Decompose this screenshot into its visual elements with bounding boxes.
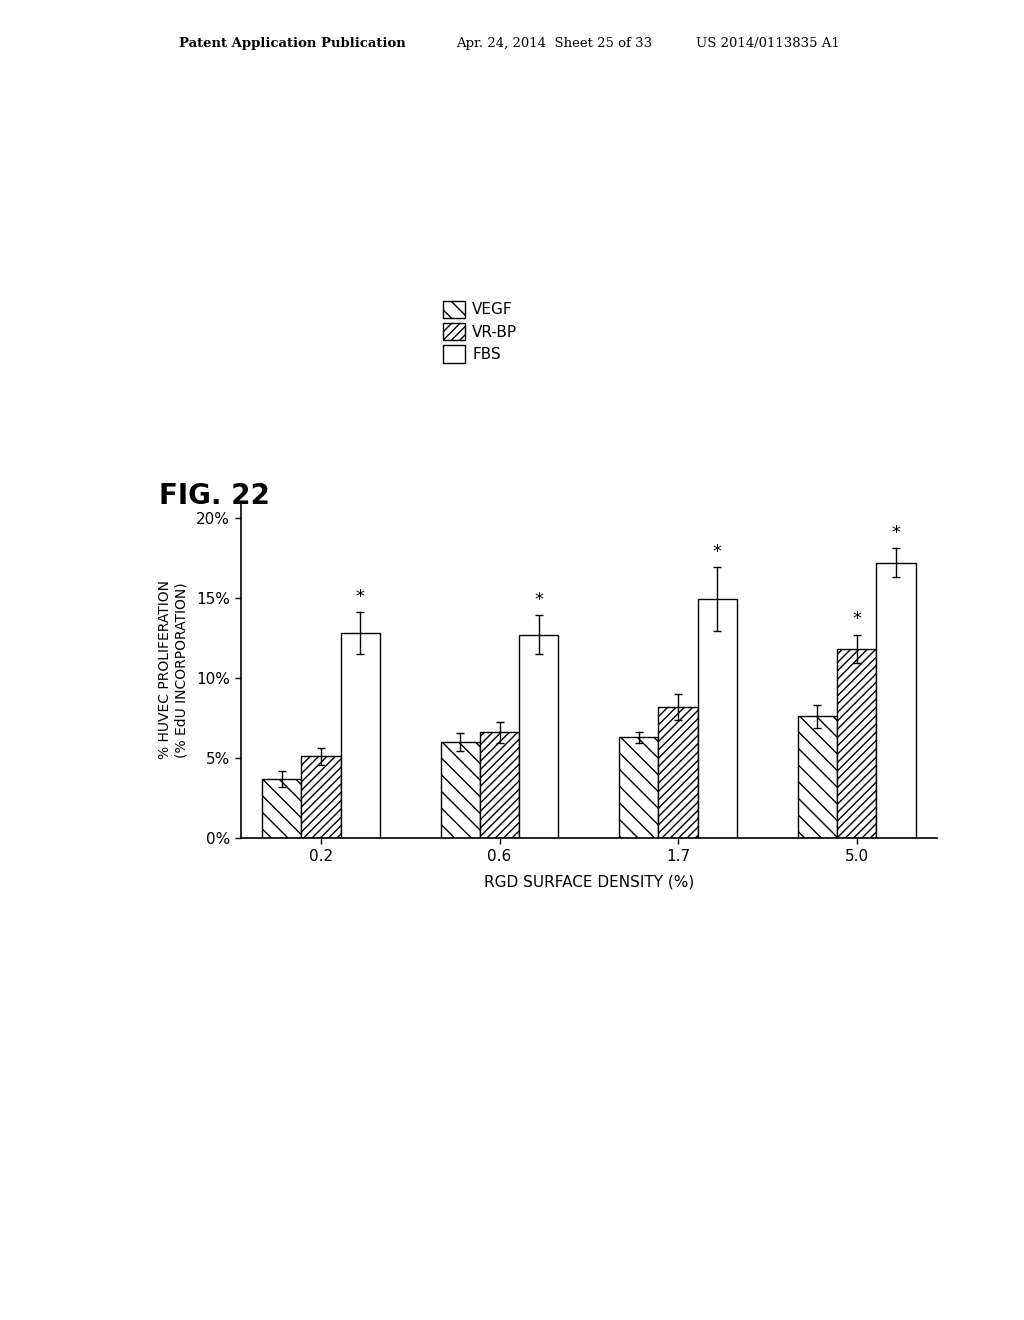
Bar xyxy=(262,779,301,838)
Text: FIG. 22: FIG. 22 xyxy=(159,482,269,510)
Text: *: * xyxy=(355,587,365,606)
Text: *: * xyxy=(535,591,544,609)
Bar xyxy=(798,717,837,838)
Y-axis label: % HUVEC PROLIFERATION
(% EdU INCORPORATION): % HUVEC PROLIFERATION (% EdU INCORPORATI… xyxy=(158,581,188,759)
Text: *: * xyxy=(892,524,900,541)
Bar xyxy=(658,706,697,838)
Bar xyxy=(519,635,558,838)
Bar xyxy=(480,733,519,838)
Bar xyxy=(301,756,341,838)
X-axis label: RGD SURFACE DENSITY (%): RGD SURFACE DENSITY (%) xyxy=(483,875,694,890)
Bar xyxy=(620,737,658,838)
Bar xyxy=(697,599,737,838)
Legend: VEGF, VR-BP, FBS: VEGF, VR-BP, FBS xyxy=(443,301,517,363)
Text: *: * xyxy=(713,543,722,561)
Text: Patent Application Publication: Patent Application Publication xyxy=(179,37,406,50)
Bar xyxy=(341,634,380,838)
Bar xyxy=(837,649,877,838)
Text: US 2014/0113835 A1: US 2014/0113835 A1 xyxy=(696,37,840,50)
Text: *: * xyxy=(852,610,861,628)
Bar xyxy=(877,562,915,838)
Bar xyxy=(440,742,480,838)
Text: Apr. 24, 2014  Sheet 25 of 33: Apr. 24, 2014 Sheet 25 of 33 xyxy=(456,37,652,50)
